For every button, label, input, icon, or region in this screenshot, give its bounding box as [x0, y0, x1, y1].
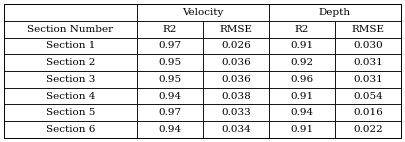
Text: Section 5: Section 5: [46, 108, 95, 117]
Bar: [269, 21, 335, 38]
Bar: [203, 21, 269, 38]
Bar: [137, 4, 269, 21]
Text: 0.94: 0.94: [158, 92, 181, 101]
Bar: [137, 104, 203, 121]
Text: 0.91: 0.91: [290, 125, 313, 134]
Bar: [4, 38, 137, 54]
Text: 0.026: 0.026: [221, 41, 251, 50]
Bar: [4, 121, 137, 138]
Bar: [203, 38, 269, 54]
Text: 0.034: 0.034: [221, 125, 251, 134]
Text: 0.97: 0.97: [158, 41, 181, 50]
Text: 0.031: 0.031: [353, 58, 383, 67]
Text: Depth: Depth: [319, 8, 351, 17]
Bar: [203, 54, 269, 71]
Bar: [4, 54, 137, 71]
Text: R2: R2: [163, 25, 177, 34]
Text: 0.022: 0.022: [353, 125, 383, 134]
Bar: [269, 38, 335, 54]
Bar: [137, 121, 203, 138]
Bar: [137, 54, 203, 71]
Bar: [335, 121, 401, 138]
Bar: [335, 104, 401, 121]
Text: 0.036: 0.036: [221, 58, 251, 67]
Bar: [203, 104, 269, 121]
Text: 0.96: 0.96: [290, 75, 313, 84]
Bar: [335, 54, 401, 71]
Text: 0.94: 0.94: [158, 125, 181, 134]
Text: 0.030: 0.030: [353, 41, 383, 50]
Bar: [269, 121, 335, 138]
Text: 0.038: 0.038: [221, 92, 251, 101]
Text: Section 2: Section 2: [46, 58, 95, 67]
Text: 0.031: 0.031: [353, 75, 383, 84]
Bar: [203, 71, 269, 88]
Bar: [137, 38, 203, 54]
Bar: [137, 88, 203, 104]
Text: Section 4: Section 4: [46, 92, 95, 101]
Bar: [137, 71, 203, 88]
Text: 0.016: 0.016: [353, 108, 383, 117]
Bar: [203, 88, 269, 104]
Bar: [4, 71, 137, 88]
Text: RMSE: RMSE: [220, 25, 252, 34]
Text: Section 6: Section 6: [46, 125, 95, 134]
Bar: [269, 4, 401, 21]
Text: 0.97: 0.97: [158, 108, 181, 117]
Text: 0.054: 0.054: [353, 92, 383, 101]
Bar: [269, 88, 335, 104]
Bar: [4, 4, 137, 21]
Bar: [335, 71, 401, 88]
Text: 0.95: 0.95: [158, 58, 181, 67]
Bar: [269, 71, 335, 88]
Text: RMSE: RMSE: [351, 25, 384, 34]
Text: Section 3: Section 3: [46, 75, 95, 84]
Text: 0.94: 0.94: [290, 108, 313, 117]
Bar: [335, 38, 401, 54]
Text: Velocity: Velocity: [182, 8, 224, 17]
Bar: [4, 21, 137, 38]
Text: R2: R2: [294, 25, 309, 34]
Bar: [4, 104, 137, 121]
Text: 0.92: 0.92: [290, 58, 313, 67]
Bar: [203, 121, 269, 138]
Bar: [335, 88, 401, 104]
Text: Section 1: Section 1: [46, 41, 95, 50]
Text: 0.036: 0.036: [221, 75, 251, 84]
Bar: [4, 88, 137, 104]
Bar: [137, 21, 203, 38]
Text: 0.91: 0.91: [290, 92, 313, 101]
Text: 0.91: 0.91: [290, 41, 313, 50]
Bar: [269, 104, 335, 121]
Text: Section Number: Section Number: [28, 25, 113, 34]
Text: 0.95: 0.95: [158, 75, 181, 84]
Text: 0.033: 0.033: [221, 108, 251, 117]
Bar: [335, 21, 401, 38]
Bar: [269, 54, 335, 71]
